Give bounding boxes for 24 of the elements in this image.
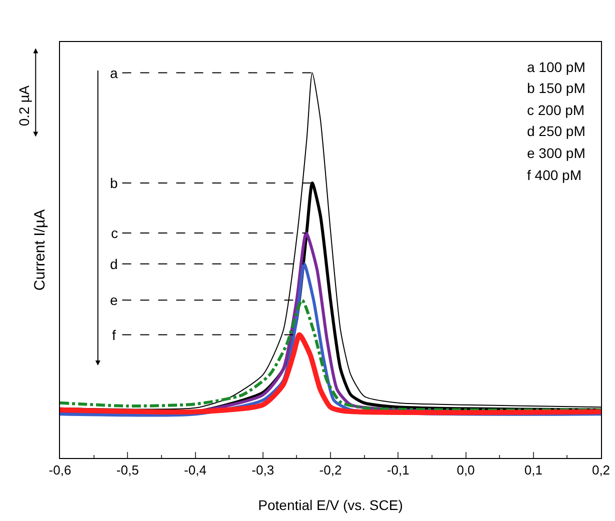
x-tick-label: -0,4 [184, 462, 206, 478]
y-axis-title: Current I/µA [31, 209, 48, 291]
x-tick-label: -0,6 [48, 462, 72, 478]
annotation: a 100 pM [527, 59, 586, 75]
annotation: f [112, 327, 116, 343]
annotation: b 150 pM [527, 80, 586, 96]
x-tick-label: -0,5 [116, 462, 139, 478]
annotation: e 300 pM [527, 145, 586, 161]
annotation: f 400 pM [527, 167, 582, 183]
annotation: e [110, 292, 118, 308]
x-tick-label: 0,0 [456, 462, 475, 478]
text: 0.2 µA [16, 84, 32, 126]
annotation: c [111, 225, 118, 241]
annotation: a [110, 65, 118, 81]
x-tick-label: -0,1 [386, 462, 410, 478]
annotation: c 200 pM [527, 102, 585, 118]
annotation: b [110, 175, 118, 191]
x-tick-label: 0,1 [524, 462, 542, 478]
x-tick-label: 0,2 [592, 462, 610, 478]
annotation: d 250 pM [527, 123, 586, 139]
x-tick-label: -0,2 [319, 462, 342, 478]
x-axis-title: Potential E/V (vs. SCE) [258, 497, 403, 513]
annotation: d [110, 256, 118, 272]
x-tick-label: -0,3 [252, 462, 274, 478]
